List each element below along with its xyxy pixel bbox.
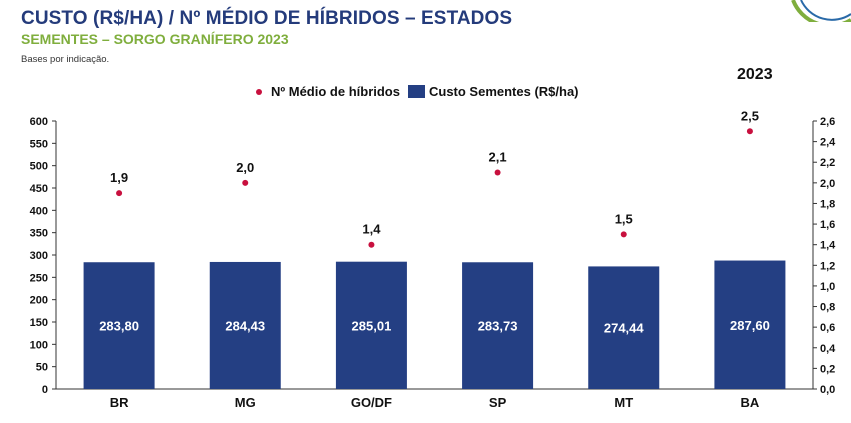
bar-value-label: 274,44 — [604, 321, 645, 336]
year-label: 2023 — [737, 66, 773, 83]
bar-mg — [209, 261, 281, 389]
right-axis-tick-label: 1,0 — [820, 281, 835, 293]
category-label: BR — [110, 395, 129, 410]
hybrid-dot-br — [116, 190, 123, 197]
right-axis-tick-label: 0,2 — [820, 363, 835, 375]
category-label: GO/DF — [351, 395, 392, 410]
right-axis-tick-label: 1,6 — [820, 219, 835, 231]
right-axis-tick-label: 2,4 — [820, 137, 836, 149]
hybrid-dot-mt — [620, 231, 627, 238]
bar-sp — [462, 262, 534, 389]
hybrid-value-label: 2,0 — [236, 160, 254, 175]
bar-value-label: 283,80 — [99, 319, 139, 334]
legend: Nº Médio de híbridos Custo Sementes (R$/… — [256, 84, 579, 99]
left-axis-tick-label: 500 — [30, 161, 48, 173]
hybrid-dot-ba — [746, 128, 753, 135]
hybrid-dot-mg — [242, 179, 249, 186]
right-axis-tick-label: 2,6 — [820, 116, 835, 128]
left-axis-tick-label: 400 — [30, 205, 48, 217]
legend-bar-swatch — [407, 85, 425, 98]
bar-value-label: 283,73 — [478, 319, 518, 334]
hybrid-value-label: 1,4 — [362, 222, 381, 237]
legend-label-cost: Custo Sementes (R$/ha) — [428, 84, 579, 99]
hybrid-dot-go-df — [368, 241, 375, 248]
left-axis-tick-label: 450 — [30, 183, 48, 195]
bar-mt — [588, 266, 660, 389]
right-axis-tick-label: 2,0 — [820, 178, 835, 190]
left-axis-tick-label: 200 — [30, 295, 48, 307]
bar-value-label: 287,60 — [730, 318, 770, 333]
chart-title: CUSTO (R$/HA) / Nº MÉDIO DE HÍBRIDOS – E… — [21, 8, 513, 29]
left-axis-tick-label: 300 — [30, 250, 48, 262]
bar-value-label: 284,43 — [225, 318, 265, 333]
left-axis-tick-label: 600 — [30, 116, 48, 128]
left-axis-tick-label: 350 — [30, 228, 48, 240]
right-axis-tick-label: 0,8 — [820, 302, 835, 314]
category-label: MG — [235, 395, 256, 410]
left-axis-tick-label: 250 — [30, 272, 48, 284]
hybrid-value-label: 1,9 — [110, 170, 128, 185]
hybrid-value-label: 2,5 — [741, 108, 759, 123]
left-axis-tick-label: 50 — [36, 362, 48, 374]
chart-subtitle: SEMENTES – SORGO GRANÍFERO 2023 — [21, 31, 289, 47]
right-axis-tick-label: 1,2 — [820, 260, 835, 272]
hybrid-value-label: 2,1 — [489, 150, 507, 165]
right-axis-tick-label: 0,6 — [820, 322, 835, 334]
right-axis-tick-label: 2,2 — [820, 157, 835, 169]
right-axis-tick-label: 1,4 — [820, 240, 836, 252]
category-label: MT — [614, 395, 633, 410]
corner-logo-arc — [791, 0, 851, 22]
category-label: SP — [489, 395, 507, 410]
bar-br — [83, 262, 155, 389]
hybrid-dot-sp — [494, 169, 501, 176]
category-label: BA — [741, 395, 760, 410]
left-axis-tick-label: 550 — [30, 138, 48, 150]
left-axis-tick-label: 0 — [42, 384, 48, 396]
right-axis-tick-label: 0,0 — [820, 384, 835, 396]
hybrid-value-label: 1,5 — [615, 211, 633, 226]
base-note: Bases por indicação. — [21, 54, 110, 65]
right-axis-tick-label: 0,4 — [820, 343, 836, 355]
right-axis-tick-label: 1,8 — [820, 198, 835, 210]
bar-ba — [714, 260, 786, 389]
legend-dot-marker — [256, 88, 262, 95]
bar-go-df — [335, 261, 407, 389]
left-axis-tick-label: 100 — [30, 339, 48, 351]
legend-label-hybrids: Nº Médio de híbridos — [271, 84, 400, 99]
left-axis-tick-label: 150 — [30, 317, 48, 329]
bar-value-label: 285,01 — [352, 318, 392, 333]
